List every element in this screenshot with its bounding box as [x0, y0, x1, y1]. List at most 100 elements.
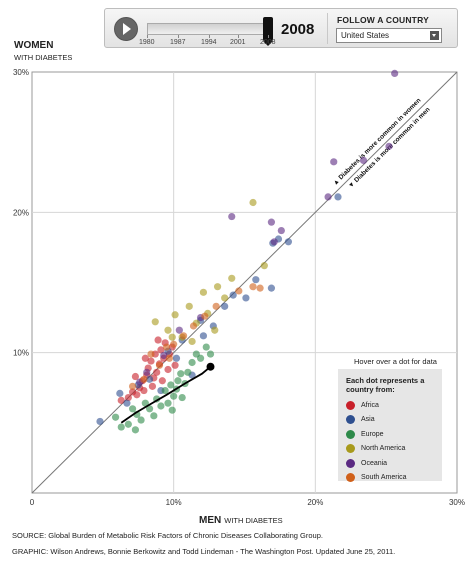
data-point-north-america[interactable] — [164, 326, 172, 334]
data-point-south-america[interactable] — [165, 354, 174, 362]
data-point-africa[interactable] — [158, 377, 166, 385]
data-point-europe[interactable] — [141, 399, 149, 407]
data-point-africa[interactable] — [164, 365, 172, 374]
data-point-south-america[interactable] — [235, 287, 243, 295]
data-point-europe[interactable] — [178, 393, 186, 402]
data-point-europe[interactable] — [167, 381, 175, 389]
data-point-europe[interactable] — [168, 406, 176, 414]
data-point-asia[interactable] — [284, 238, 293, 246]
data-point-north-america[interactable] — [168, 333, 176, 341]
data-point-asia[interactable] — [96, 417, 104, 426]
data-point-asia[interactable] — [229, 291, 237, 299]
data-point-europe[interactable] — [124, 420, 132, 428]
data-point-europe[interactable] — [117, 423, 125, 431]
data-point-africa[interactable] — [141, 354, 149, 362]
data-point-europe[interactable] — [196, 354, 205, 362]
data-point-asia[interactable] — [116, 389, 124, 397]
data-point-europe[interactable] — [137, 416, 145, 424]
data-point-europe[interactable] — [161, 386, 169, 395]
chevron-down-icon[interactable] — [430, 31, 439, 40]
data-point-europe[interactable] — [128, 405, 137, 413]
data-point-africa[interactable] — [148, 382, 157, 390]
year-tick-1987[interactable]: 1987 — [170, 35, 186, 46]
data-point-europe[interactable] — [150, 412, 158, 420]
data-point-africa[interactable] — [117, 396, 125, 404]
data-point-africa[interactable] — [124, 393, 132, 402]
data-point-south-america[interactable] — [170, 340, 178, 348]
data-point-south-america[interactable] — [256, 284, 264, 292]
data-point-europe[interactable] — [174, 377, 182, 385]
data-point-europe[interactable] — [164, 399, 172, 407]
data-point-europe[interactable] — [157, 402, 165, 410]
data-point-north-america[interactable] — [221, 294, 229, 302]
data-point-asia[interactable] — [242, 294, 250, 302]
data-point-south-america[interactable] — [212, 302, 220, 310]
data-point-africa[interactable] — [171, 361, 179, 369]
data-point-north-america[interactable] — [151, 318, 159, 326]
highlighted-country-dot[interactable] — [206, 362, 215, 371]
year-tick-2008[interactable]: 2008 — [260, 35, 276, 46]
data-point-south-america[interactable] — [155, 361, 164, 369]
data-point-south-america[interactable] — [147, 350, 155, 358]
data-point-north-america[interactable] — [228, 274, 236, 282]
data-point-north-america[interactable] — [188, 337, 196, 346]
data-point-north-america[interactable] — [213, 283, 222, 291]
data-point-south-america[interactable] — [249, 283, 257, 291]
data-point-europe[interactable] — [202, 343, 210, 351]
data-point-africa[interactable] — [153, 368, 161, 376]
year-tick-1994[interactable]: 1994 — [201, 35, 217, 46]
data-point-south-america[interactable] — [140, 375, 148, 383]
data-point-europe[interactable] — [131, 426, 140, 434]
data-point-north-america[interactable] — [260, 262, 268, 270]
data-point-africa[interactable] — [157, 346, 165, 354]
data-point-south-america[interactable] — [189, 322, 198, 330]
data-point-asia[interactable] — [252, 276, 260, 284]
data-point-europe[interactable] — [206, 350, 215, 358]
data-point-africa[interactable] — [154, 336, 162, 344]
data-point-oceania[interactable] — [391, 69, 399, 78]
data-point-europe[interactable] — [188, 358, 196, 367]
data-point-south-america[interactable] — [201, 312, 209, 320]
data-point-africa[interactable] — [133, 391, 141, 399]
data-point-oceania[interactable] — [359, 156, 368, 165]
year-tick-2001[interactable]: 2001 — [230, 35, 246, 46]
data-point-oceania[interactable] — [277, 226, 285, 235]
data-point-europe[interactable] — [184, 368, 192, 376]
data-point-oceania[interactable] — [270, 238, 278, 246]
data-point-europe[interactable] — [177, 370, 185, 378]
data-point-oceania[interactable] — [143, 368, 151, 376]
data-point-oceania[interactable] — [324, 193, 332, 201]
data-point-north-america[interactable] — [199, 288, 208, 296]
data-point-europe[interactable] — [111, 413, 120, 421]
data-point-africa[interactable] — [131, 372, 140, 381]
data-point-north-america[interactable] — [211, 326, 219, 334]
country-select[interactable]: United States — [336, 28, 442, 43]
data-point-asia[interactable] — [334, 193, 342, 201]
data-point-oceania[interactable] — [228, 212, 236, 221]
data-point-north-america[interactable] — [249, 198, 257, 207]
data-point-asia[interactable] — [145, 375, 154, 383]
data-point-asia[interactable] — [199, 332, 208, 340]
data-point-oceania[interactable] — [267, 218, 276, 226]
data-point-africa[interactable] — [147, 357, 155, 365]
play-button[interactable] — [114, 17, 138, 41]
year-slider-handle[interactable] — [263, 17, 273, 46]
data-point-africa[interactable] — [140, 386, 148, 395]
data-point-asia[interactable] — [123, 399, 131, 407]
year-tick-1980[interactable]: 1980 — [139, 35, 155, 46]
data-point-oceania[interactable] — [160, 351, 168, 360]
data-point-asia[interactable] — [221, 302, 229, 310]
data-point-south-america[interactable] — [179, 332, 188, 340]
data-point-asia[interactable] — [267, 284, 276, 292]
data-point-europe[interactable] — [170, 392, 178, 400]
data-point-south-america[interactable] — [162, 343, 171, 351]
data-point-oceania[interactable] — [385, 142, 393, 150]
data-point-europe[interactable] — [145, 405, 154, 413]
data-point-south-america[interactable] — [128, 382, 137, 390]
data-point-oceania[interactable] — [175, 326, 183, 334]
data-point-oceania[interactable] — [330, 158, 338, 166]
data-point-north-america[interactable] — [171, 311, 179, 319]
data-point-asia[interactable] — [172, 354, 181, 362]
data-point-north-america[interactable] — [185, 302, 193, 310]
